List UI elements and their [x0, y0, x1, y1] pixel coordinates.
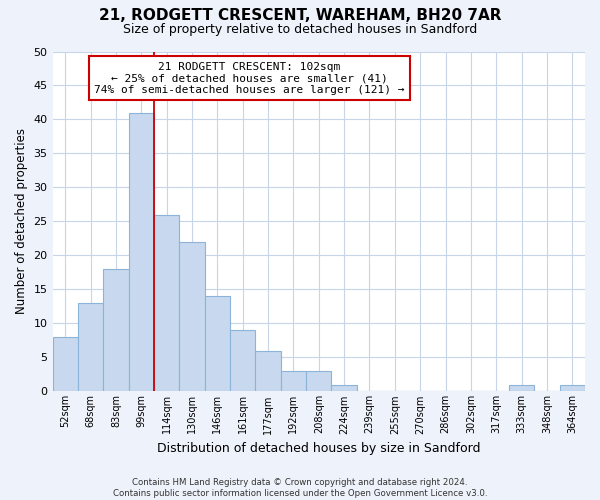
- Bar: [179, 242, 205, 392]
- Bar: [331, 384, 357, 392]
- Bar: [230, 330, 256, 392]
- Text: 21, RODGETT CRESCENT, WAREHAM, BH20 7AR: 21, RODGETT CRESCENT, WAREHAM, BH20 7AR: [99, 8, 501, 22]
- Text: Contains HM Land Registry data © Crown copyright and database right 2024.
Contai: Contains HM Land Registry data © Crown c…: [113, 478, 487, 498]
- Bar: [256, 350, 281, 392]
- X-axis label: Distribution of detached houses by size in Sandford: Distribution of detached houses by size …: [157, 442, 481, 455]
- Bar: [306, 371, 331, 392]
- Bar: [154, 214, 179, 392]
- Text: Size of property relative to detached houses in Sandford: Size of property relative to detached ho…: [123, 22, 477, 36]
- Text: 21 RODGETT CRESCENT: 102sqm
← 25% of detached houses are smaller (41)
74% of sem: 21 RODGETT CRESCENT: 102sqm ← 25% of det…: [94, 62, 405, 95]
- Bar: [281, 371, 306, 392]
- Bar: [78, 303, 103, 392]
- Bar: [560, 384, 585, 392]
- Bar: [509, 384, 534, 392]
- Bar: [53, 337, 78, 392]
- Bar: [205, 296, 230, 392]
- Bar: [128, 112, 154, 392]
- Y-axis label: Number of detached properties: Number of detached properties: [15, 128, 28, 314]
- Bar: [103, 269, 128, 392]
